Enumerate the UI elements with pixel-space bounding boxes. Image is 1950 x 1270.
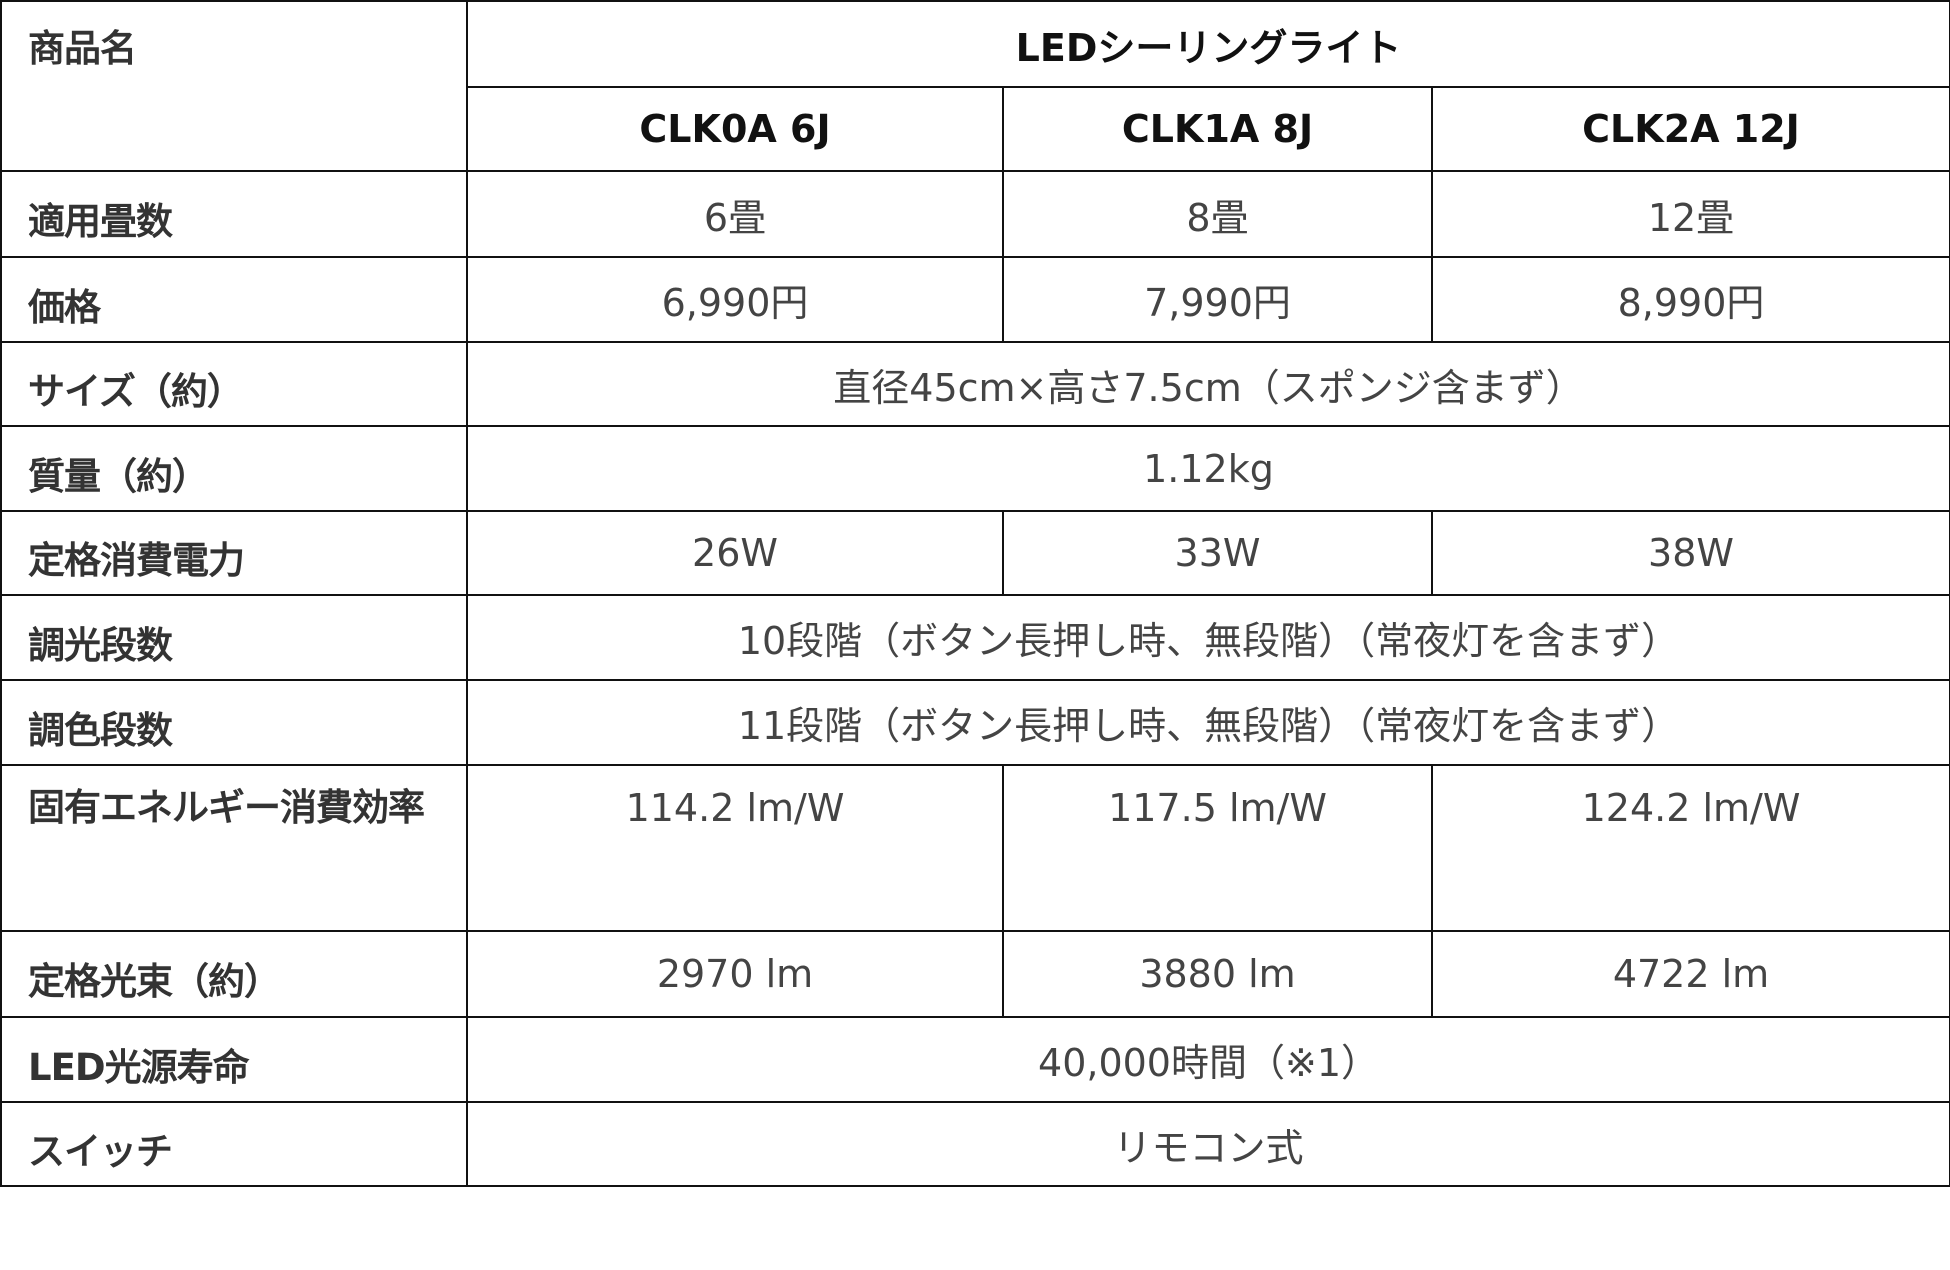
cell: 6畳 (466, 170, 1004, 258)
cell: 33W (1002, 510, 1433, 596)
cell: 8畳 (1002, 170, 1433, 258)
row-label: 固有エネルギー消費効率 (0, 764, 468, 932)
cell: 直径45cm×高さ7.5cm（スポンジ含まず） (465, 341, 1950, 427)
cell: 38W (1430, 510, 1950, 596)
cell: 117.5 lm/W (1002, 764, 1433, 932)
table-row: 固有エネルギー消費効率 114.2 lm/W 117.5 lm/W 124.2 … (0, 764, 1950, 932)
table-row: 適用畳数 6畳 8畳 12畳 (0, 170, 1950, 258)
table-row: 調光段数 10段階（ボタン長押し時、無段階）（常夜灯を含まず） (0, 594, 1950, 681)
series-header: LEDシーリングライト (465, 0, 1950, 88)
table-row: 価格 6,990円 7,990円 8,990円 (0, 256, 1950, 343)
cell: 2970 lm (466, 930, 1004, 1018)
row-label: 調光段数 (0, 594, 468, 681)
table-row: 質量（約） 1.12kg (0, 425, 1950, 512)
row-label: 定格消費電力 (0, 510, 468, 596)
model-header: CLK1A 8J (1002, 86, 1433, 172)
row-label: 価格 (0, 256, 468, 343)
row-label: 定格光束（約） (0, 930, 468, 1018)
cell: 26W (466, 510, 1004, 596)
table-row: 調色段数 11段階（ボタン長押し時、無段階）（常夜灯を含まず） (0, 679, 1950, 766)
table-row: スイッチ リモコン式 (0, 1101, 1950, 1187)
cell: 12畳 (1430, 170, 1950, 258)
product-name-label: 商品名 (0, 0, 468, 172)
spec-table: 商品名 LEDシーリングライト CLK0A 6J CLK1A 8J CLK2A … (0, 0, 1950, 1187)
cell: 3880 lm (1002, 930, 1433, 1018)
model-header: CLK2A 12J (1430, 86, 1950, 172)
cell: 114.2 lm/W (466, 764, 1004, 932)
cell: 6,990円 (466, 256, 1004, 343)
table-row: LED光源寿命 40,000時間（※1） (0, 1016, 1950, 1103)
model-header: CLK0A 6J (466, 86, 1004, 172)
table-row: 定格光束（約） 2970 lm 3880 lm 4722 lm (0, 930, 1950, 1018)
row-label: 調色段数 (0, 679, 468, 766)
row-label: 適用畳数 (0, 170, 468, 258)
cell: 1.12kg (465, 425, 1950, 512)
cell: 40,000時間（※1） (465, 1016, 1950, 1103)
cell: 7,990円 (1002, 256, 1433, 343)
row-label: LED光源寿命 (0, 1016, 468, 1103)
table-row: 定格消費電力 26W 33W 38W (0, 510, 1950, 596)
row-label: サイズ（約） (0, 341, 468, 427)
table-row: サイズ（約） 直径45cm×高さ7.5cm（スポンジ含まず） (0, 341, 1950, 427)
row-label: スイッチ (0, 1101, 468, 1187)
cell: 11段階（ボタン長押し時、無段階）（常夜灯を含まず） (465, 679, 1950, 766)
cell: 4722 lm (1430, 930, 1950, 1018)
cell: 10段階（ボタン長押し時、無段階）（常夜灯を含まず） (465, 594, 1950, 681)
cell: 8,990円 (1430, 256, 1950, 343)
cell: リモコン式 (465, 1101, 1950, 1187)
cell: 124.2 lm/W (1430, 764, 1950, 932)
row-label: 質量（約） (0, 425, 468, 512)
